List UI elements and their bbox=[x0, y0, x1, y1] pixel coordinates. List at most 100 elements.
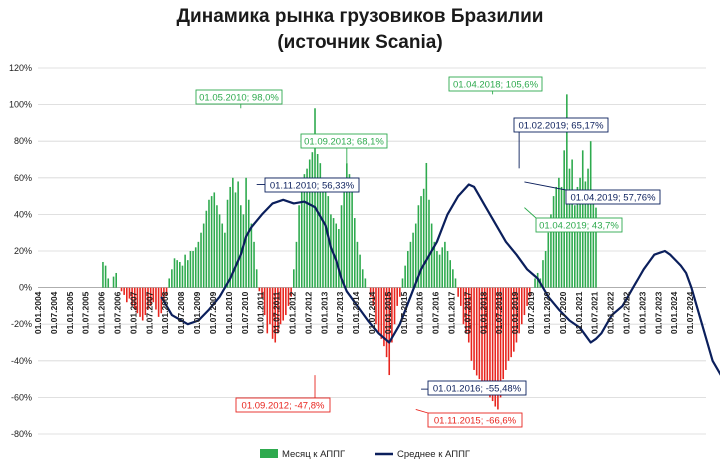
annotation-box bbox=[195, 89, 283, 105]
bar bbox=[383, 287, 385, 347]
annotation-leader bbox=[524, 207, 537, 219]
annotation-box bbox=[565, 189, 661, 205]
bar bbox=[417, 205, 420, 288]
legend-label: Среднее к АППГ bbox=[397, 449, 470, 460]
bar bbox=[412, 232, 414, 288]
bar bbox=[513, 287, 515, 352]
bar bbox=[184, 254, 186, 288]
x-tick-label: 01.07.2014 bbox=[367, 291, 377, 334]
bar bbox=[261, 287, 263, 299]
annotation-label: 01.11.2015; -66,6% bbox=[434, 416, 517, 427]
annotation-label: 01.02.2019; 65,17% bbox=[518, 121, 604, 132]
bar bbox=[234, 192, 237, 288]
bar bbox=[430, 223, 433, 288]
bar bbox=[489, 287, 491, 398]
bar bbox=[173, 258, 176, 288]
bar bbox=[308, 159, 311, 288]
bar bbox=[216, 205, 218, 288]
annotation-leader bbox=[524, 181, 567, 191]
bar bbox=[393, 287, 396, 325]
bar bbox=[507, 287, 510, 361]
bar bbox=[327, 196, 330, 288]
bar bbox=[473, 287, 475, 370]
bar bbox=[494, 287, 497, 407]
annotation-label: 01.01.2016; -55,48% bbox=[433, 384, 522, 395]
bar bbox=[483, 287, 486, 389]
annotation-box bbox=[427, 412, 523, 428]
bar bbox=[404, 265, 406, 288]
bar bbox=[454, 278, 457, 288]
bar bbox=[255, 269, 258, 288]
annotation-label: 01.05.2010; 98,0% bbox=[199, 93, 279, 104]
bar bbox=[346, 163, 348, 288]
y-tick-label: 80% bbox=[14, 136, 32, 146]
chart-title: Динамика рынка грузовиков Бразилии bbox=[176, 6, 544, 27]
bar bbox=[409, 241, 412, 288]
bar bbox=[319, 163, 322, 288]
x-tick-label: 01.07.2022 bbox=[621, 291, 631, 334]
bar bbox=[422, 188, 425, 288]
y-tick-label: -80% bbox=[11, 429, 32, 439]
bar bbox=[460, 287, 462, 306]
bar bbox=[433, 241, 436, 288]
annotation-leader bbox=[415, 409, 429, 414]
bar bbox=[123, 287, 125, 295]
bar bbox=[200, 232, 202, 288]
bar bbox=[359, 254, 361, 288]
bar bbox=[293, 269, 295, 288]
bar bbox=[112, 276, 115, 288]
bar bbox=[547, 232, 550, 288]
bar bbox=[102, 261, 104, 288]
bar bbox=[528, 287, 531, 297]
bar bbox=[573, 205, 576, 288]
bar bbox=[163, 287, 165, 303]
bar bbox=[502, 287, 505, 380]
bar bbox=[218, 214, 221, 288]
x-tick-label: 01.07.2017 bbox=[462, 291, 472, 334]
x-tick-label: 01.01.2010 bbox=[224, 291, 234, 334]
x-tick-label: 01.07.2005 bbox=[81, 291, 91, 334]
bar bbox=[462, 287, 465, 325]
bar bbox=[467, 287, 470, 343]
bar bbox=[300, 177, 303, 288]
x-tick-label: 01.01.2019 bbox=[510, 291, 520, 334]
bar bbox=[505, 287, 507, 370]
bar bbox=[380, 287, 383, 339]
annotation-box bbox=[535, 217, 623, 233]
bar bbox=[277, 287, 279, 334]
x-tick-label: 01.01.2020 bbox=[542, 291, 552, 334]
x-tick-label: 01.01.2017 bbox=[447, 291, 457, 334]
x-tick-label: 01.07.2011 bbox=[272, 291, 282, 333]
bar bbox=[287, 287, 290, 306]
x-tick-label: 01.07.2023 bbox=[653, 291, 663, 334]
bar bbox=[128, 287, 131, 299]
bar bbox=[208, 199, 210, 288]
bar bbox=[271, 287, 274, 339]
bar bbox=[396, 287, 398, 306]
annotation-box bbox=[264, 177, 360, 193]
y-tick-label: -40% bbox=[11, 356, 32, 366]
bar bbox=[555, 186, 558, 288]
y-tick-label: 60% bbox=[14, 173, 32, 183]
bar bbox=[168, 278, 171, 288]
bar bbox=[247, 199, 250, 288]
bar bbox=[340, 205, 343, 288]
x-tick-label: 01.07.2018 bbox=[494, 291, 504, 334]
x-tick-label: 01.01.2021 bbox=[574, 291, 584, 334]
bar bbox=[165, 287, 168, 295]
bar bbox=[239, 205, 242, 288]
bar bbox=[144, 287, 147, 316]
bar bbox=[282, 287, 284, 321]
x-tick-label: 01.01.2022 bbox=[606, 291, 616, 334]
bar bbox=[160, 287, 163, 314]
annotation-label: 01.11.2010; 56,33% bbox=[270, 181, 355, 192]
bar bbox=[133, 287, 136, 310]
bar bbox=[250, 223, 253, 288]
x-tick-label: 01.01.2016 bbox=[415, 291, 425, 334]
bar bbox=[446, 251, 449, 288]
annotation-box bbox=[448, 76, 543, 92]
bar bbox=[221, 223, 224, 288]
bar bbox=[520, 287, 523, 325]
x-tick-label: 01.07.2007 bbox=[144, 291, 154, 334]
